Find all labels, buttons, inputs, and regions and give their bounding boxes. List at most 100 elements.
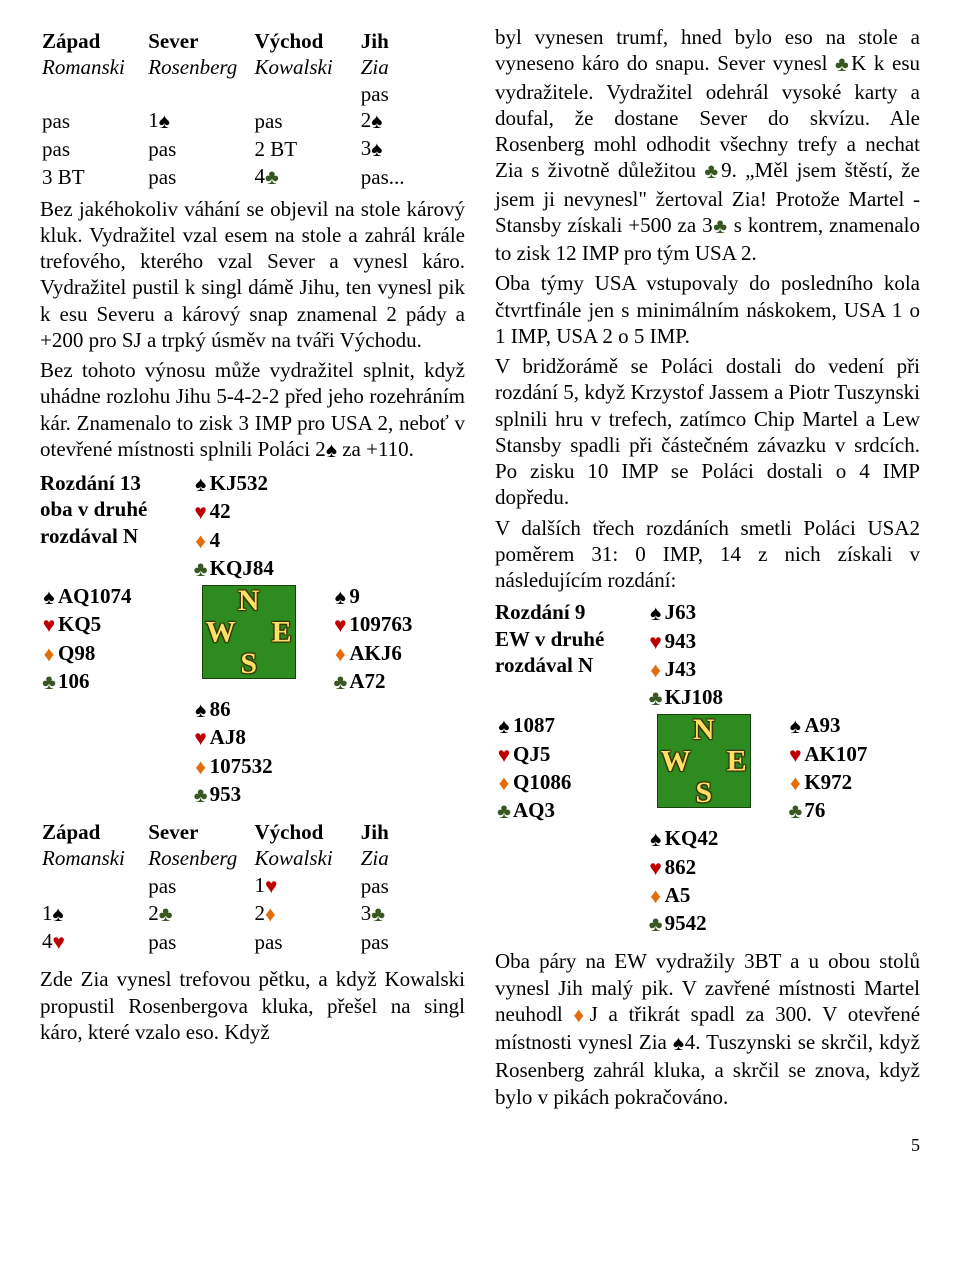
club-icon: ♣ (192, 783, 210, 809)
spade-icon: ♠ (192, 472, 210, 498)
bid-cell: 3♣ (359, 900, 465, 928)
nm-e: Kowalski (253, 845, 359, 871)
bid-cell: pas (253, 107, 359, 135)
west-hand: ♠1087 ♥QJ5 ♦Q1086 ♣AQ3 (495, 712, 641, 825)
bid-cell: pas (40, 107, 146, 135)
deal-vul: oba v druhé (40, 496, 172, 522)
hdr-s: Jih (359, 28, 465, 54)
compass-n: N (693, 711, 715, 749)
cards: KQ5 (58, 612, 101, 636)
left-column: ZápadSeverVýchodJih RomanskiRosenbergKow… (40, 24, 465, 1114)
club-icon: ♣ (192, 557, 210, 583)
club-icon: ♣ (786, 799, 804, 825)
diamond-icon: ♦ (647, 658, 665, 684)
compass: N W E S (657, 714, 751, 808)
bid-cell: 2♠ (359, 107, 465, 135)
bid-cell: pas... (359, 163, 465, 191)
bid-cell: pas (146, 872, 252, 900)
compass-w: W (661, 743, 691, 781)
cards: AQ1074 (58, 584, 132, 608)
bid-cell: 4♣ (253, 163, 359, 191)
cards: 862 (665, 855, 697, 879)
bid-cell: 3 BT (40, 163, 146, 191)
club-icon: ♣ (647, 912, 665, 938)
deal-dealer: rozdával N (40, 523, 172, 549)
nm-n: Rosenberg (146, 845, 252, 871)
bid-cell: pas (359, 928, 465, 956)
south-hand: ♠86 ♥AJ8 ♦107532 ♣953 (192, 696, 326, 809)
spade-icon: ♠ (647, 827, 665, 853)
club-icon: ♣ (835, 53, 851, 76)
para: Bez tohoto výnosu může vydražitel splnit… (40, 357, 465, 464)
deal-13: Rozdání 13 oba v druhé rozdával N ♠KJ532… (40, 470, 465, 809)
cards: KQ42 (665, 826, 719, 850)
hdr-s: Jih (359, 819, 465, 845)
club-icon: ♣ (704, 160, 721, 183)
cards: J63 (665, 600, 697, 624)
cards: 42 (210, 499, 231, 523)
deal-info: Rozdání 9 EW v druhé rozdával N (495, 599, 627, 712)
deal-9: Rozdání 9 EW v druhé rozdával N ♠J63 ♥94… (495, 599, 920, 938)
heart-icon: ♥ (192, 726, 210, 752)
nm-s: Zia (359, 54, 465, 80)
para: Bez jakéhokoliv váhání se objevil na sto… (40, 196, 465, 354)
bid-cell: 2 BT (253, 135, 359, 163)
heart-icon: ♥ (192, 500, 210, 526)
cards: J43 (665, 657, 697, 681)
page-number: 5 (40, 1134, 920, 1157)
heart-icon: ♥ (647, 630, 665, 656)
north-hand: ♠J63 ♥943 ♦J43 ♣KJ108 (647, 599, 781, 712)
bid-cell: 1♠ (146, 107, 252, 135)
club-icon: ♣ (40, 670, 58, 696)
cards: A5 (665, 883, 691, 907)
diamond-icon: ♦ (40, 642, 58, 668)
nm-s: Zia (359, 845, 465, 871)
spade-icon: ♠ (40, 585, 58, 611)
bid-cell: pas (359, 81, 465, 107)
spade-icon: ♠ (647, 601, 665, 627)
heart-icon: ♥ (495, 743, 513, 769)
club-icon: ♣ (495, 799, 513, 825)
spade-icon: ♠ (192, 698, 210, 724)
para: byl vynesen trumf, hned bylo eso na stol… (495, 24, 920, 266)
compass-e: E (727, 743, 747, 781)
compass-s: S (240, 645, 257, 683)
heart-icon: ♥ (647, 856, 665, 882)
bid-cell: pas (146, 928, 252, 956)
hdr-n: Sever (146, 28, 252, 54)
bidding-table-2: ZápadSeverVýchodJih RomanskiRosenbergKow… (40, 819, 465, 956)
diamond-icon: ♦ (331, 642, 349, 668)
bid-cell: pas (146, 163, 252, 191)
east-hand: ♠A93 ♥AK107 ♦K972 ♣76 (786, 712, 920, 825)
west-hand: ♠AQ1074 ♥KQ5 ♦Q98 ♣106 (40, 583, 186, 696)
diamond-icon: ♦ (495, 771, 513, 797)
nm-w: Romanski (40, 845, 146, 871)
cards: 109763 (349, 612, 412, 636)
spade-icon: ♠ (326, 439, 337, 462)
cards: KJ532 (210, 471, 268, 495)
heart-icon: ♥ (331, 613, 349, 639)
cards: AQ3 (513, 798, 555, 822)
deal-dealer: rozdával N (495, 652, 627, 678)
deal-info: Rozdání 13 oba v druhé rozdával N (40, 470, 172, 583)
club-icon: ♣ (647, 686, 665, 712)
cards: A72 (349, 669, 385, 693)
spade-icon: ♠ (495, 714, 513, 740)
heart-icon: ♥ (786, 743, 804, 769)
diamond-icon: ♦ (192, 755, 210, 781)
cards: 107532 (210, 754, 273, 778)
nm-e: Kowalski (253, 54, 359, 80)
para: Zde Zia vynesl trefovou pětku, a když Ko… (40, 966, 465, 1045)
bid-cell (40, 81, 146, 107)
cards: A93 (804, 713, 840, 737)
compass-n: N (238, 582, 260, 620)
spade-icon: ♠ (673, 1032, 685, 1055)
para: V bridžorámě se Poláci dostali do vedení… (495, 353, 920, 511)
cards: Q98 (58, 641, 95, 665)
hdr-n: Sever (146, 819, 252, 845)
north-hand: ♠KJ532 ♥42 ♦4 ♣KQJ84 (192, 470, 326, 583)
nm-w: Romanski (40, 54, 146, 80)
diamond-icon: ♦ (786, 771, 804, 797)
cards: 943 (665, 629, 697, 653)
spade-icon: ♠ (331, 585, 349, 611)
